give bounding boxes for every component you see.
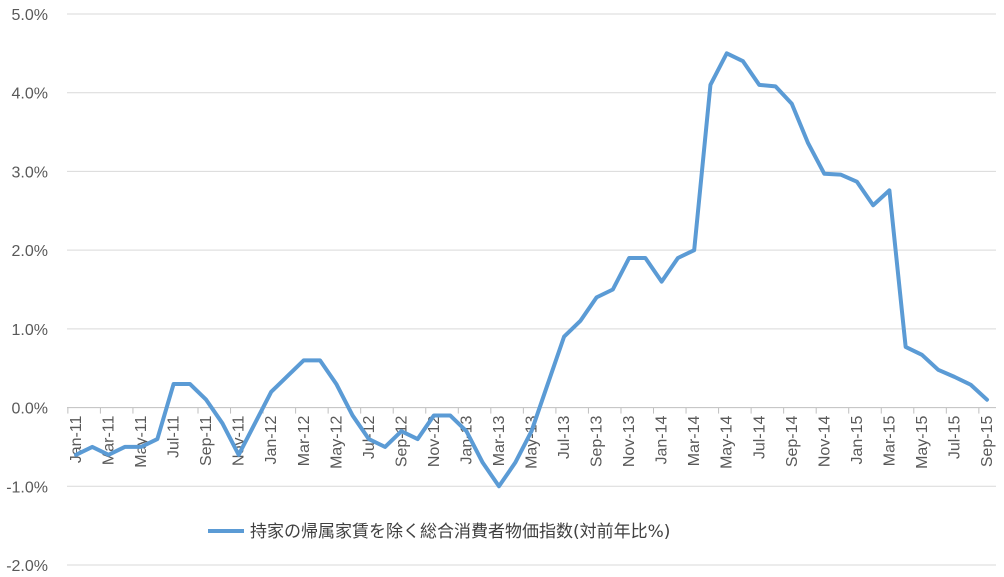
x-tick-label: May-15: [914, 415, 931, 468]
x-tick-label: Sep-12: [393, 415, 410, 467]
x-tick-label: Mar-11: [101, 415, 118, 465]
y-tick-label: -1.0%: [6, 479, 48, 496]
x-tick-label: Mar-12: [296, 415, 313, 466]
x-tick-label: Mar-15: [881, 415, 898, 466]
y-axis-tick-labels: -2.0% -1.0% 0.0% 1.0% 2.0% 3.0% 4.0% 5.0%: [6, 7, 48, 575]
gridlines: [67, 13, 996, 566]
legend: 持家の帰属家賃を除く総合消費者物価指数(対前年比%): [208, 522, 670, 542]
x-tick-label: Sep-11: [198, 415, 215, 466]
y-tick-label: 4.0%: [12, 86, 48, 103]
x-axis: [67, 407, 980, 414]
x-tick-label: May-12: [328, 415, 345, 468]
x-tick-label: Nov-12: [426, 415, 443, 467]
y-tick-label: 0.0%: [12, 401, 48, 418]
x-tick-label: Nov-11: [231, 415, 248, 465]
x-tick-label: Jan-12: [263, 415, 280, 464]
x-tick-label: Nov-13: [621, 415, 638, 467]
y-tick-label: 5.0%: [12, 7, 48, 24]
x-tick-label: May-13: [524, 415, 541, 468]
x-tick-label: Nov-14: [816, 415, 833, 467]
y-tick-label: 2.0%: [12, 243, 48, 260]
x-tick-label: Mar-14: [686, 415, 703, 466]
legend-label: 持家の帰属家賃を除く総合消費者物価指数(対前年比%): [250, 522, 670, 542]
x-tick-label: Jan-14: [654, 415, 671, 464]
y-tick-label: 3.0%: [12, 164, 48, 181]
x-axis-tick-labels: Jan-11 Mar-11 May-11 Jul-11 Sep-11 Nov-11 Jan-…: [68, 415, 996, 468]
x-tick-label: May-11: [133, 415, 150, 467]
x-tick-label: Jul-14: [751, 415, 768, 459]
x-tick-label: Jul-15: [946, 415, 963, 459]
x-tick-label: Sep-15: [979, 415, 996, 467]
y-tick-label: -2.0%: [6, 558, 48, 575]
x-tick-label: Sep-14: [784, 415, 801, 467]
x-tick-label: May-14: [719, 415, 736, 468]
x-tick-label: Jan-15: [849, 415, 866, 464]
y-tick-label: 1.0%: [12, 322, 48, 339]
x-tick-label: Mar-13: [491, 415, 508, 466]
series-line-0: [74, 51, 989, 489]
x-tick-label: Jul-11: [166, 415, 183, 457]
series-lines: [74, 51, 989, 489]
x-tick-label: Jul-13: [556, 415, 573, 459]
x-tick-label: Sep-13: [589, 415, 606, 467]
